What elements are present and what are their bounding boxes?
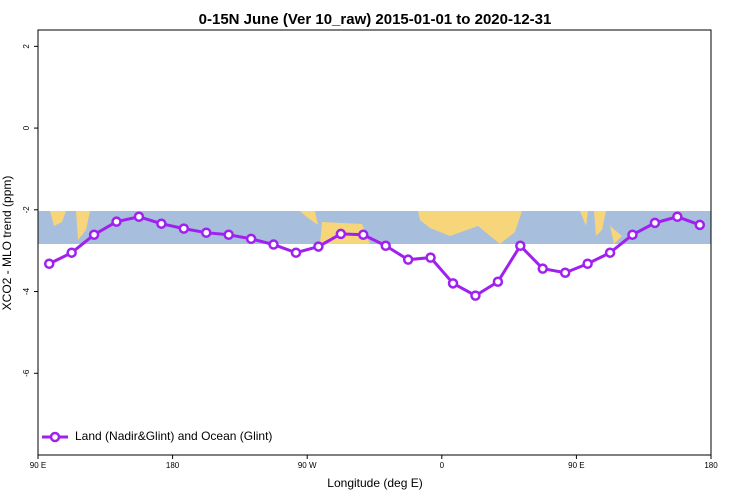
point	[313, 241, 324, 252]
x-axis-label: Longitude (deg E)	[327, 476, 422, 490]
point	[245, 233, 257, 245]
legend-label: Land (Nadir&Glint) and Ocean (Glint)	[75, 429, 272, 443]
point	[582, 258, 593, 269]
y-tick-label: 0	[22, 125, 31, 130]
point	[178, 223, 190, 234]
point	[447, 278, 459, 289]
point	[537, 263, 548, 274]
point	[223, 229, 234, 240]
point	[358, 229, 369, 240]
y-axis-label: XCO2 - MLO trend (ppm)	[0, 176, 14, 311]
point	[604, 247, 616, 258]
point	[43, 258, 55, 269]
y-tick-label: -4	[22, 287, 31, 295]
y-tick-label: -6	[22, 369, 31, 377]
point	[290, 247, 302, 258]
point	[66, 247, 77, 258]
point	[649, 217, 661, 229]
point	[156, 218, 167, 229]
point	[402, 254, 414, 265]
point	[515, 240, 526, 252]
point	[111, 216, 122, 227]
chart-title: 0-15N June (Ver 10_raw) 2015-01-01 to 20…	[199, 11, 552, 28]
point	[335, 228, 347, 240]
point	[672, 211, 683, 223]
plot-frame	[37, 29, 712, 456]
x-tick-label: 0	[440, 461, 445, 470]
point	[559, 267, 571, 278]
point	[380, 240, 391, 252]
point	[492, 276, 504, 287]
x-tick-label: 90 E	[568, 461, 584, 470]
point	[694, 219, 706, 231]
point	[88, 229, 100, 240]
x-tick-label: 180	[166, 461, 180, 470]
x-tick-label: 180	[704, 461, 718, 470]
point	[470, 290, 481, 301]
legend-marker	[49, 431, 61, 443]
x-tick-label: 90 E	[30, 461, 46, 470]
point	[627, 229, 638, 240]
point	[201, 227, 212, 238]
point	[425, 252, 436, 263]
y-tick-label: 2	[22, 44, 31, 49]
point	[133, 211, 145, 223]
point	[268, 239, 279, 250]
map-band	[38, 211, 711, 244]
y-tick-label: -2	[22, 206, 31, 214]
x-tick-label: 90 W	[298, 461, 317, 470]
